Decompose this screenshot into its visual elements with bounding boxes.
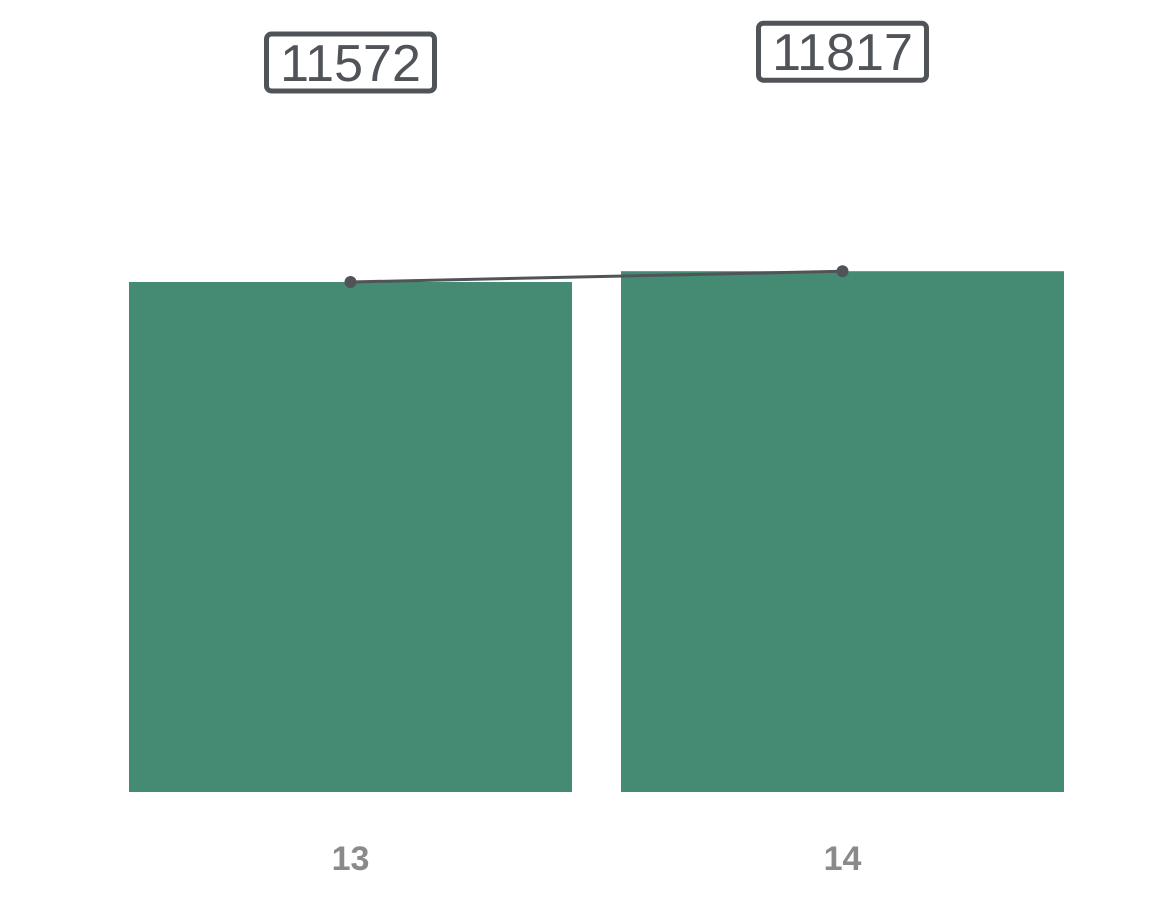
data-label-box <box>264 31 437 94</box>
x-axis-tick-labels: 13 14 <box>332 840 862 878</box>
bar-14 <box>621 271 1064 792</box>
x-tick-label: 13 <box>332 840 370 878</box>
data-label-value: 11572 <box>280 35 421 93</box>
bar-13 <box>129 282 572 792</box>
data-label-value: 11817 <box>772 24 913 82</box>
data-label-13: 11572 <box>264 31 437 94</box>
data-label-box <box>756 20 929 83</box>
x-tick-label: 14 <box>824 840 862 878</box>
trend-line-layer <box>344 265 849 288</box>
line-point-14 <box>836 265 849 278</box>
trend-line <box>350 269 843 284</box>
line-point-13 <box>344 276 357 288</box>
data-labels-layer: 11572 11817 <box>264 20 929 94</box>
bars-layer <box>129 271 1064 792</box>
data-label-14: 11817 <box>756 20 929 83</box>
